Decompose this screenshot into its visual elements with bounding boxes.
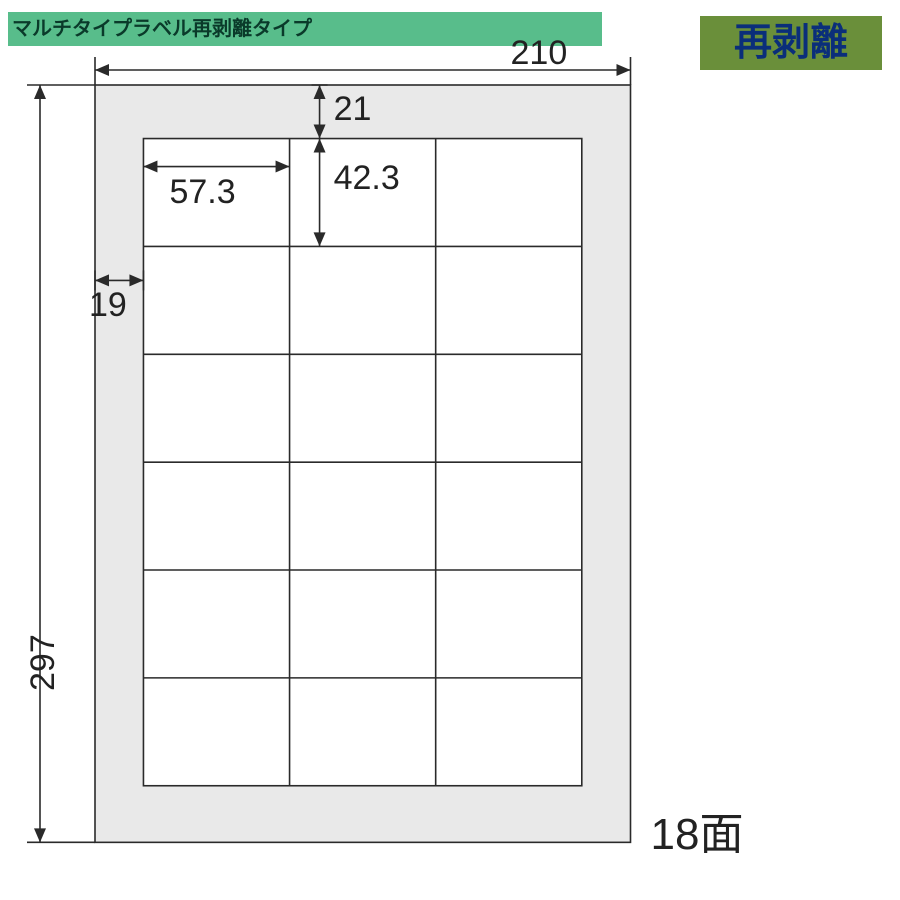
dim-label-sheet-width: 210 [511,34,568,73]
dim-label-margin-top: 21 [334,90,372,129]
diagram-svg [0,0,900,900]
dim-label-margin-left: 19 [89,286,127,325]
diagram-stage: マルチタイプラベル再剥離タイプ 再剥離 210 297 21 19 57.3 4… [0,0,900,900]
dim-label-sheet-height: 297 [24,634,63,691]
dim-label-cell-height: 42.3 [334,159,400,198]
dim-label-cell-width: 57.3 [169,173,235,212]
faces-count-label: 18面 [651,798,744,862]
